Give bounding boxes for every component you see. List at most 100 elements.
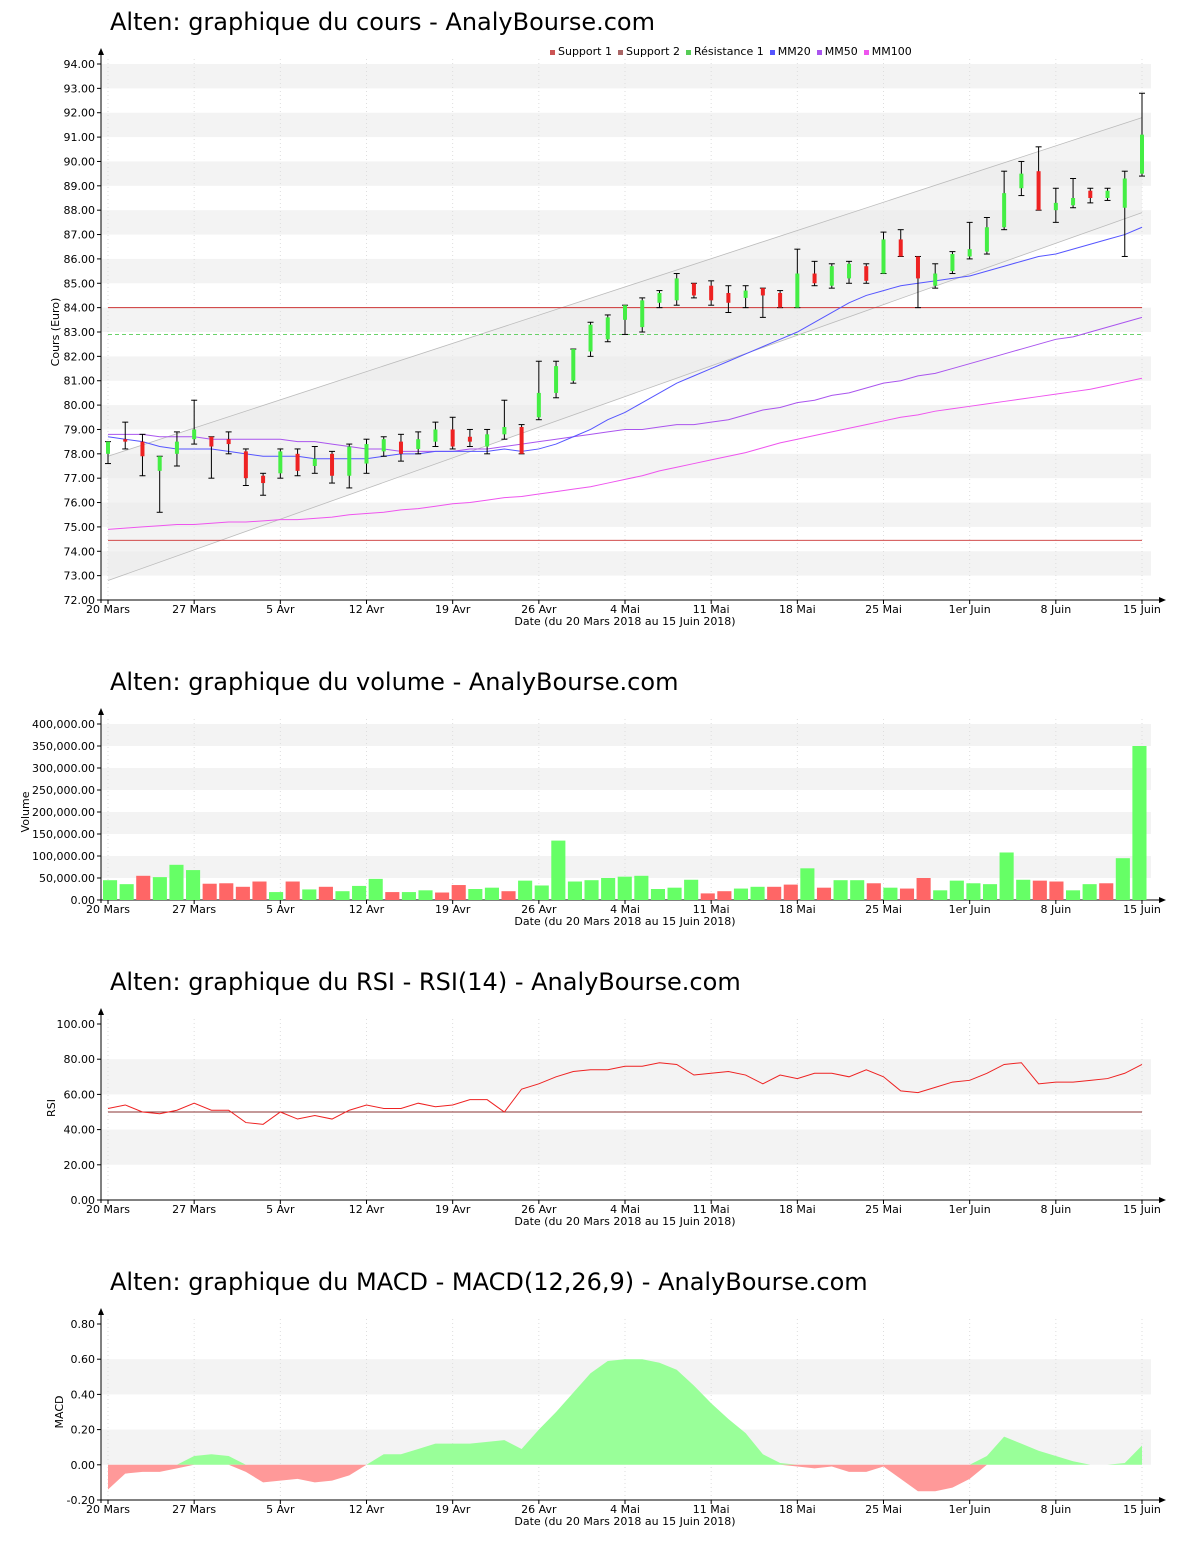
candle — [1035, 146, 1042, 211]
candle — [156, 455, 163, 513]
candle — [725, 285, 732, 314]
candle-body — [467, 436, 472, 442]
legend-swatch — [816, 49, 822, 55]
volume-bar — [435, 892, 450, 900]
candle-body — [209, 436, 214, 447]
y-axis-arrow — [98, 48, 104, 55]
legend-item: MM50 — [816, 45, 858, 58]
candle-body — [123, 439, 128, 442]
y-tick-label: 73.00 — [64, 570, 96, 583]
candle — [363, 438, 370, 474]
volume-bar — [285, 881, 300, 900]
y-tick-label: 81.00 — [64, 375, 96, 388]
volume-bar — [717, 891, 732, 900]
candle — [656, 290, 663, 309]
candle-body — [691, 283, 696, 296]
macd-chart-title: Alten: graphique du MACD - MACD(12,26,9)… — [110, 1268, 868, 1296]
candle — [105, 441, 111, 465]
x-tick-label: 4 Mai — [610, 903, 640, 916]
y-axis-arrow — [98, 1008, 104, 1015]
candle-body — [1088, 190, 1093, 198]
candle — [1052, 187, 1059, 223]
x-tick-label: 27 Mars — [172, 603, 216, 616]
candle-body — [1105, 190, 1110, 198]
candle — [1070, 178, 1077, 209]
y-tick-label: 94.00 — [64, 58, 96, 71]
y-tick-label: 83.00 — [64, 326, 96, 339]
x-tick-label: 19 Avr — [435, 1503, 471, 1516]
y-tick-label: 86.00 — [64, 253, 96, 266]
candle — [777, 290, 784, 309]
candle-body — [864, 266, 869, 281]
candle — [311, 446, 318, 474]
x-tick-label: 4 Mai — [610, 1503, 640, 1516]
legend-swatch — [685, 49, 691, 55]
y-tick-label: 80.00 — [64, 399, 96, 412]
candle — [690, 282, 697, 299]
candle — [1121, 170, 1128, 257]
x-tick-label: 11 Mai — [693, 1203, 730, 1216]
x-tick-label: 26 Avr — [521, 1203, 557, 1216]
volume-bar — [667, 887, 682, 900]
volume-bar — [335, 891, 350, 900]
y-tick-label: 150,000.00 — [32, 828, 95, 841]
x-tick-label: 8 Juin — [1040, 603, 1071, 616]
candle-body — [657, 293, 662, 303]
candle — [708, 280, 715, 306]
volume-chart: 0.00 50,000.00 100,000.00 150,000.00 200,000… — [19, 708, 1166, 928]
volume-bar — [501, 891, 516, 900]
candle — [225, 431, 232, 455]
candle — [1001, 170, 1008, 231]
candle — [191, 399, 198, 445]
x-tick-label: 11 Mai — [693, 903, 730, 916]
x-tick-label: 5 Avr — [266, 1203, 295, 1216]
x-axis-label: Date (du 20 Mars 2018 au 15 Juin 2018) — [514, 915, 735, 928]
candle — [811, 260, 818, 287]
candle-body — [933, 273, 938, 286]
x-tick-label: 4 Mai — [610, 1203, 640, 1216]
volume-bar — [368, 878, 383, 900]
y-axis-label: Volume — [19, 791, 32, 832]
x-tick-label: 12 Avr — [349, 1503, 385, 1516]
candle — [570, 348, 577, 384]
x-tick-label: 8 Juin — [1040, 903, 1071, 916]
candle-body — [898, 239, 903, 257]
x-tick-label: 25 Mai — [865, 603, 902, 616]
candle-body — [433, 429, 438, 442]
macd-negative-area — [108, 1464, 1142, 1492]
candle-body — [485, 434, 490, 447]
volume-bar — [650, 889, 666, 900]
volume-bar — [816, 887, 832, 900]
volume-bar — [534, 885, 549, 900]
y-tick-label: 40.00 — [64, 1124, 96, 1137]
candle-body — [364, 444, 369, 464]
candle-body — [881, 239, 886, 274]
volume-bar — [235, 886, 250, 900]
x-axis-arrow — [1159, 897, 1166, 903]
volume-bar — [202, 883, 217, 900]
volume-bar — [1016, 879, 1031, 900]
candle — [622, 304, 628, 335]
y-tick-label: 85.00 — [64, 277, 96, 290]
volume-bar — [933, 890, 948, 900]
candle — [432, 421, 439, 448]
volume-bar — [899, 888, 915, 900]
candle — [587, 321, 594, 357]
legend-swatch — [550, 49, 555, 55]
x-axis-label: Date (du 20 Mars 2018 au 15 Juin 2018) — [514, 1515, 735, 1528]
candle — [173, 431, 180, 467]
y-tick-label: 87.00 — [64, 229, 96, 242]
y-tick-label: 0.00 — [71, 894, 96, 907]
y-tick-label: 0.00 — [71, 1194, 96, 1207]
candle-body — [795, 273, 800, 308]
legend-label: MM50 — [824, 45, 858, 58]
x-tick-label: 26 Avr — [521, 1503, 557, 1516]
y-tick-label: 92.00 — [64, 107, 96, 120]
x-tick-label: 25 Mai — [865, 903, 902, 916]
candle — [949, 251, 956, 275]
macd-chart: -0.20 0.00 0.20 0.40 0.60 0.80 20 Mars 27 Mars 5… — [53, 1308, 1166, 1528]
candle-body — [450, 429, 455, 447]
mm100-line — [107, 377, 1143, 530]
x-tick-label: 19 Avr — [435, 603, 471, 616]
candle-body — [261, 475, 266, 484]
